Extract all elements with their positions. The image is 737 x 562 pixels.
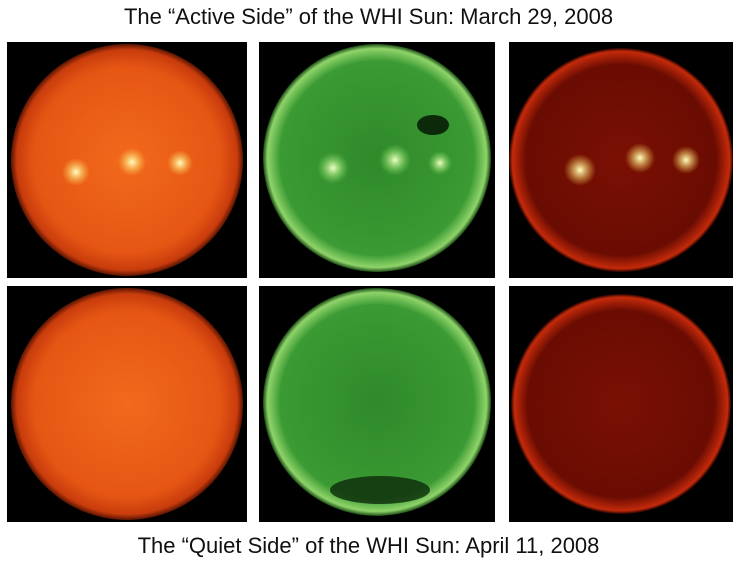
caption: The “Quiet Side” of the WHI Sun: April 1… [137, 533, 600, 558]
active-region [118, 148, 146, 176]
active-region [167, 150, 193, 176]
active-region [317, 152, 349, 184]
sun-disk [511, 294, 731, 514]
sun-disk [263, 44, 491, 272]
active-region [564, 154, 596, 186]
title: The “Active Side” of the WHI Sun: March … [123, 4, 614, 29]
coronal-hole [417, 115, 449, 135]
coronal-hole [330, 476, 430, 504]
sun-disk [263, 288, 491, 516]
active-region [428, 151, 452, 175]
active-region [62, 158, 90, 186]
active-region [672, 146, 700, 174]
sun-disk [509, 48, 733, 272]
active-region [379, 144, 411, 176]
active-region [625, 143, 655, 173]
sun-disk [11, 288, 243, 520]
sun-images [7, 42, 733, 522]
